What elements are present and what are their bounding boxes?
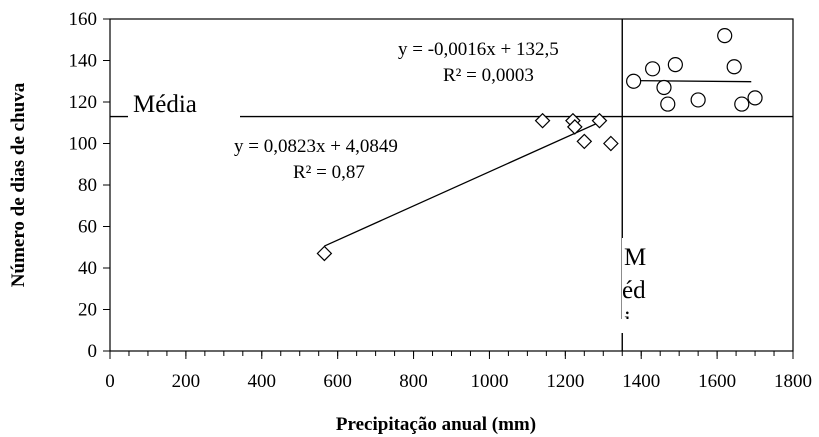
vertical-media-label-line2: éd <box>622 277 646 304</box>
trendline-2 <box>633 79 752 83</box>
x-tick-label: 1800 <box>774 371 812 392</box>
circle-point <box>667 57 683 73</box>
horizontal-media-label: Média <box>133 91 197 118</box>
x-tick-label: 200 <box>172 371 201 392</box>
diamond-point <box>534 112 551 129</box>
tick-labels: 0 200 400 600 800 1000 1200 1400 1600 1800 0 20 40 60… <box>69 9 813 392</box>
y-tick-label: 20 <box>78 300 97 321</box>
x-tick-label: 400 <box>248 371 277 392</box>
trend-equation-diamonds: y = 0,0823x + 4,0849 <box>234 136 398 157</box>
media-label-bg <box>128 86 240 126</box>
y-tick-label: 140 <box>69 51 98 72</box>
y-tick-label: 0 <box>88 341 98 362</box>
circle-point <box>660 96 676 112</box>
y-tick-label: 60 <box>78 217 97 238</box>
circle-point <box>717 27 733 44</box>
circle-point <box>747 90 763 106</box>
diamond-point <box>566 119 583 135</box>
trend-r2-diamonds: R² = 0,87 <box>293 162 365 183</box>
y-tick-label: 160 <box>69 9 98 30</box>
x-tick-label: 1000 <box>470 371 508 392</box>
x-axis-title: Precipitação anual (mm) <box>336 414 536 435</box>
axis-ticks <box>103 18 794 359</box>
circle-point <box>656 79 672 96</box>
vertical-media-label-line1: M <box>624 244 646 271</box>
trendline-1 <box>324 121 600 247</box>
trend-equation-circles: y = -0,0016x + 132,5 <box>398 39 559 60</box>
diamond-point <box>591 112 608 129</box>
circle-point <box>645 61 661 77</box>
vertical-media-label-clip <box>620 319 660 333</box>
circle-point <box>690 92 706 108</box>
x-tick-label: 1200 <box>546 371 584 392</box>
diamond-point <box>603 135 619 152</box>
circle-point <box>734 96 750 112</box>
x-tick-label: 800 <box>399 371 428 392</box>
y-tick-label: 40 <box>78 258 97 279</box>
vertical-media-label-bg <box>622 238 660 328</box>
circle-point <box>626 73 642 89</box>
x-tick-label: 1600 <box>698 371 736 392</box>
y-axis-title: Número de dias de chuva <box>8 82 29 287</box>
y-tick-label: 80 <box>78 175 97 196</box>
x-tick-label: 0 <box>105 371 115 392</box>
y-tick-label: 100 <box>69 134 98 155</box>
y-tick-label: 120 <box>69 92 98 113</box>
trend-r2-circles: R² = 0,0003 <box>443 65 534 86</box>
diamond-point <box>316 245 333 262</box>
circle-point <box>726 59 742 75</box>
diamond-point <box>576 133 593 150</box>
x-tick-label: 600 <box>323 371 352 392</box>
data-points <box>316 27 763 262</box>
trendlines <box>324 79 752 247</box>
x-tick-label: 1400 <box>622 371 660 392</box>
